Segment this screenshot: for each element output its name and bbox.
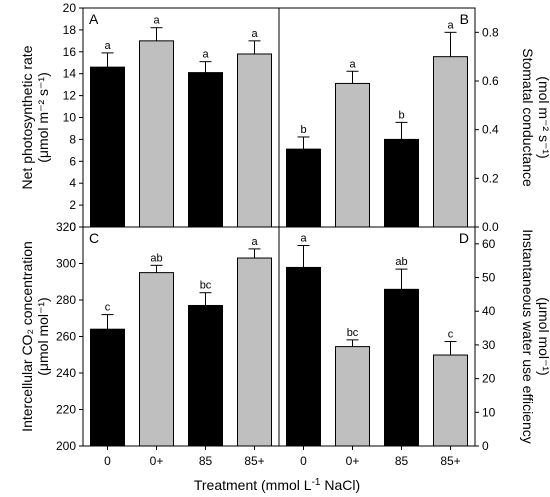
significance-label: a [251, 236, 258, 248]
significance-label: a [447, 19, 454, 31]
significance-label: a [104, 40, 111, 52]
y-tick-label: 10 [482, 405, 496, 419]
y-axis-label: Stomatal conductance [520, 48, 536, 187]
significance-label: b [300, 124, 306, 136]
bar-c-0+ [139, 272, 174, 447]
y-tick-label: 300 [56, 257, 76, 271]
y-tick-label: 2 [69, 198, 76, 212]
significance-label: c [448, 329, 454, 341]
significance-label: c [105, 302, 111, 314]
bar-c-0 [90, 328, 125, 447]
y-tick-label: 20 [482, 372, 496, 386]
significance-label: a [202, 49, 209, 61]
bar-c-85 [188, 304, 223, 447]
significance-label: a [251, 28, 258, 40]
y-tick-label: 8 [69, 132, 76, 146]
significance-label: a [153, 15, 160, 27]
significance-label: ab [150, 252, 162, 264]
significance-label: a [300, 233, 307, 245]
x-tick-label: 85+ [440, 454, 460, 468]
x-tick-label: 0 [300, 454, 307, 468]
bar-d-0+ [335, 346, 370, 447]
y-tick-label: 0.6 [482, 74, 499, 88]
x-tick-label: 0+ [150, 454, 164, 468]
bar-a-0+ [139, 40, 174, 228]
panel-c: c ab bc a 200 220 240 260 280 300 320 Intercellular… [19, 220, 272, 468]
y-tick-label: 10 [63, 111, 77, 125]
y-tick-label: 4 [69, 176, 76, 190]
x-tick-label: 0 [104, 454, 111, 468]
y-tick-label: 220 [56, 403, 76, 417]
y-tick-label: 0 [482, 439, 489, 453]
panel-label: B [460, 11, 469, 27]
y-tick-label: 16 [63, 45, 77, 59]
y-tick-label: 0.2 [482, 171, 499, 185]
panel-label: C [89, 230, 99, 246]
y-tick-label: 0.0 [482, 220, 499, 234]
y-axis-label: (μmol mol⁻¹) [35, 297, 51, 375]
bar-a-85 [188, 72, 223, 228]
bar-a-85+ [237, 53, 272, 228]
y-tick-label: 260 [56, 330, 76, 344]
bar-b-0+ [335, 82, 370, 228]
y-axis-label: Intercellular CO₂ concentration [19, 241, 35, 432]
bar-c-85+ [237, 257, 272, 447]
panel-label: D [459, 230, 469, 246]
y-tick-label: 14 [63, 67, 77, 81]
y-tick-label: 6 [69, 154, 76, 168]
y-axis-label: Net photosynthetic rate [19, 45, 35, 189]
x-tick-label: 85 [199, 454, 213, 468]
y-axis-label: (μmol mol⁻¹) [536, 297, 550, 375]
y-tick-label: 280 [56, 293, 76, 307]
bar-d-85+ [433, 354, 468, 447]
bar-b-85+ [433, 56, 468, 228]
y-tick-label: 0.8 [482, 25, 499, 39]
y-tick-label: 18 [63, 23, 77, 37]
panel-b: b a b a 0.0 0.2 0.4 0.6 0.8 Stomatal conductance(… [286, 11, 550, 234]
y-tick-label: 200 [56, 439, 76, 453]
y-tick-label: 50 [482, 271, 496, 285]
panel-label: A [89, 11, 99, 27]
bar-b-85 [384, 138, 419, 228]
y-tick-label: 240 [56, 366, 76, 380]
significance-label: bc [347, 327, 359, 339]
bar-d-85 [384, 288, 419, 447]
x-tick-label: 85+ [244, 454, 264, 468]
x-axis-label: Treatment (mmol L-1 NaCl) [194, 477, 360, 493]
y-axis-label: Instantaneous water use efficiency [520, 229, 536, 444]
bar-a-0 [90, 66, 125, 228]
bar-b-0 [286, 148, 321, 228]
panel-a: a a a a 0 2 4 6 8 10 12 14 16 18 20 Net photosynthetic … [19, 1, 272, 234]
significance-label: a [349, 58, 356, 70]
y-tick-label: 0 [69, 220, 76, 234]
y-axis-label: (μmol m⁻² s⁻¹) [35, 72, 51, 163]
x-tick-label: 85 [395, 454, 409, 468]
x-tick-label: 0+ [346, 454, 360, 468]
y-tick-label: 12 [63, 89, 77, 103]
y-axis-label: (mol m⁻² s⁻¹) [536, 76, 550, 158]
y-tick-label: 40 [482, 304, 496, 318]
y-tick-label: 320 [56, 220, 76, 234]
y-tick-label: 0.4 [482, 123, 499, 137]
y-tick-label: 30 [482, 338, 496, 352]
y-tick-label: 60 [482, 237, 496, 251]
significance-label: bc [200, 280, 212, 292]
y-tick-label: 20 [63, 1, 77, 15]
bar-d-0 [286, 266, 321, 447]
significance-label: b [398, 109, 404, 121]
significance-label: ab [395, 256, 407, 268]
